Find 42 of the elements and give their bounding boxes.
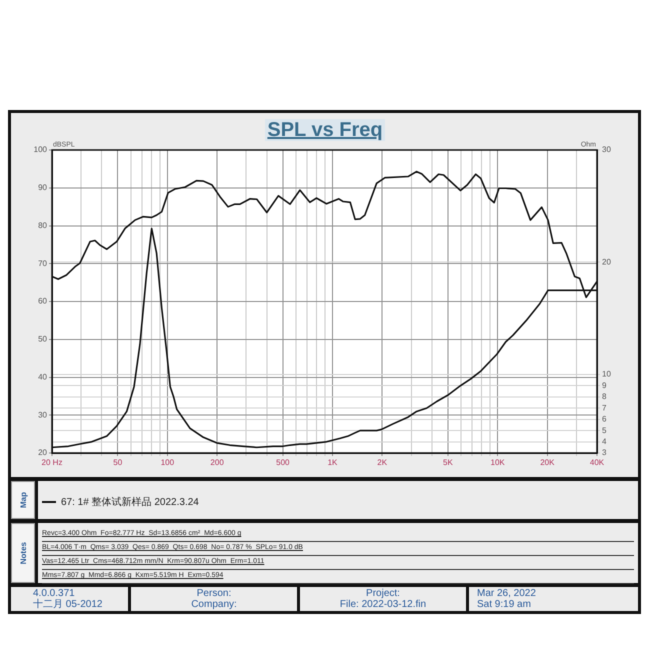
text: Person: [196,588,232,599]
x-tick-label: 200 [210,458,224,468]
x-tick-label: 20 Hz [42,458,62,468]
y2-tick-label: 7 [602,403,607,412]
legend-label: 67: 1# 整体试新样品 2022.3.24 [61,496,199,508]
x-tick-label: 40K [590,458,605,468]
side-tab: Map [11,481,35,519]
y2-tick-label: 10 [602,370,612,379]
y-tick-label: 70 [38,258,48,268]
side-tab: Notes [11,523,35,583]
y-tick-label: 90 [38,183,48,192]
y2-tick-label: 30 [602,145,612,154]
text: Mar 26, 2022 [477,588,536,599]
text: 4.0.0.371 [33,588,75,599]
x-tick-label: 10K [490,458,506,468]
x-tick-label: 50 [113,458,123,468]
text: 十二月 05-2012 [33,599,102,610]
y2-tick-label: 20 [602,257,612,266]
x-tick-label: 20K [540,458,556,468]
text: Project: [366,588,400,599]
y-tick-label: 80 [38,220,48,230]
x-tick-label: 100 [160,458,175,468]
y-tick-label: 60 [38,296,48,306]
y-tick-label: 20 [38,448,48,458]
y2-tick-label: 3 [602,448,607,458]
chart-title: SPL vs Freq [265,119,385,141]
y-tick-label: 50 [38,334,48,344]
x-tick-label: 500 [276,458,290,468]
text: Sat 9:19 am [477,599,531,610]
x-tick-label: 1K [328,458,338,468]
y-tick-label: 100 [34,145,48,154]
y2-tick-label: 4 [602,436,607,446]
y2-tick-label: 6 [602,414,607,424]
y2-tick-label: 5 [602,426,607,435]
y-tick-label: 30 [38,410,48,420]
y2-tick-label: 8 [602,392,607,402]
x-tick-label: 5K [443,458,454,468]
x-tick-label: 2K [377,458,388,468]
y-tick-label: 40 [38,372,48,382]
y2-tick-label: 9 [602,380,607,390]
text: Company: [191,599,237,610]
text: File: 2022-03-12.fin [340,599,426,610]
